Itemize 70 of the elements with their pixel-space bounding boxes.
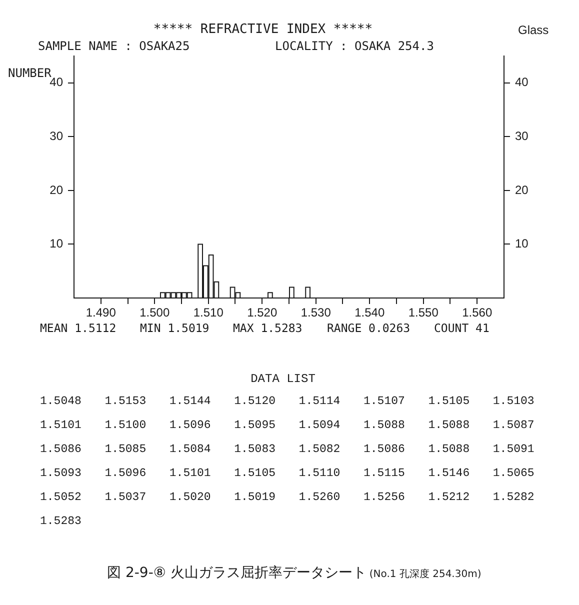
x-tick-label: 1.560 <box>462 306 492 320</box>
y2-tick-label: 30 <box>515 128 529 143</box>
text: 1.5088 <box>428 443 470 456</box>
y2-tick-label: 40 <box>515 75 529 90</box>
text: 1.5084 <box>169 443 211 456</box>
text: 1.5120 <box>234 395 276 408</box>
text: 1.5100 <box>104 419 146 432</box>
text: SAMPLE NAME : OSAKA25 <box>38 39 190 53</box>
text: 1.5282 <box>492 491 534 504</box>
text: 1.5065 <box>492 467 534 480</box>
text: 1.5101 <box>169 467 211 480</box>
text: COUNT 41 <box>434 321 490 335</box>
text: 1.5093 <box>40 467 82 480</box>
text: 1.5260 <box>298 491 340 504</box>
text: 1.5105 <box>234 467 276 480</box>
x-tick-label: 1.500 <box>140 306 170 320</box>
text: 1.5086 <box>40 443 82 456</box>
text: 1.5091 <box>492 443 534 456</box>
text: 1.5110 <box>298 467 340 480</box>
text: 1.5115 <box>364 467 405 480</box>
text: 1.5283 <box>40 515 82 528</box>
x-tick-label: 1.530 <box>300 306 332 320</box>
text: MIN 1.5019 <box>140 321 210 335</box>
y-tick-label: 10 <box>50 236 64 251</box>
text: 1.5103 <box>492 395 534 408</box>
text: 1.5153 <box>104 395 146 408</box>
x-tick-label: 1.540 <box>354 306 385 320</box>
text: 1.5087 <box>492 419 534 432</box>
text: 1.5019 <box>234 491 276 504</box>
text: (No.1 孔深度 254.30m) <box>369 569 482 580</box>
text: 1.5096 <box>169 419 211 432</box>
y2-tick-label: 20 <box>515 182 529 197</box>
text: 1.5101 <box>40 419 82 432</box>
y2-tick-label: 10 <box>515 236 529 251</box>
text: 1.5146 <box>428 467 470 480</box>
text: 1.5107 <box>364 395 405 408</box>
chart-title: ***** REFRACTIVE INDEX ***** <box>153 22 373 37</box>
text: 1.5086 <box>364 443 405 456</box>
text: 1.5105 <box>428 395 470 408</box>
text: 1.5082 <box>298 443 340 456</box>
text: 1.5083 <box>234 443 276 456</box>
text: 1.5048 <box>40 395 82 408</box>
text: MEAN 1.5112 <box>40 321 116 335</box>
y-axis-title: NUMBER <box>8 66 52 80</box>
text: 1.5085 <box>104 443 146 456</box>
y-tick-label: 40 <box>50 75 64 90</box>
text: 1.5096 <box>104 467 146 480</box>
text: 1.5088 <box>364 419 405 432</box>
text: RANGE 0.0263 <box>327 321 410 335</box>
text: 1.5256 <box>364 491 405 504</box>
text: 1.5037 <box>104 491 146 504</box>
x-tick-label: 1.490 <box>86 306 116 320</box>
y-tick-label: 20 <box>50 182 64 197</box>
text: DATA LIST <box>250 372 316 386</box>
text: 1.5144 <box>169 395 211 408</box>
y-tick-label: 30 <box>50 128 64 143</box>
text: 1.5020 <box>169 491 211 504</box>
text: 1.5052 <box>40 491 82 504</box>
text: Glass <box>518 23 549 37</box>
text: 1.5114 <box>298 395 340 408</box>
text: 1.5088 <box>428 419 470 432</box>
x-tick-label: 1.550 <box>408 306 439 320</box>
text: MAX 1.5283 <box>233 321 302 335</box>
text: 1.5095 <box>234 419 276 432</box>
text: LOCALITY : OSAKA 254.3 <box>275 39 434 53</box>
x-tick-label: 1.520 <box>247 306 278 320</box>
text: 1.5212 <box>428 491 470 504</box>
text: 1.5094 <box>298 419 340 432</box>
x-tick-label: 1.510 <box>193 306 224 320</box>
caption: 図 2-9-⑧ 火山ガラス屈折率データシート <box>107 565 366 581</box>
